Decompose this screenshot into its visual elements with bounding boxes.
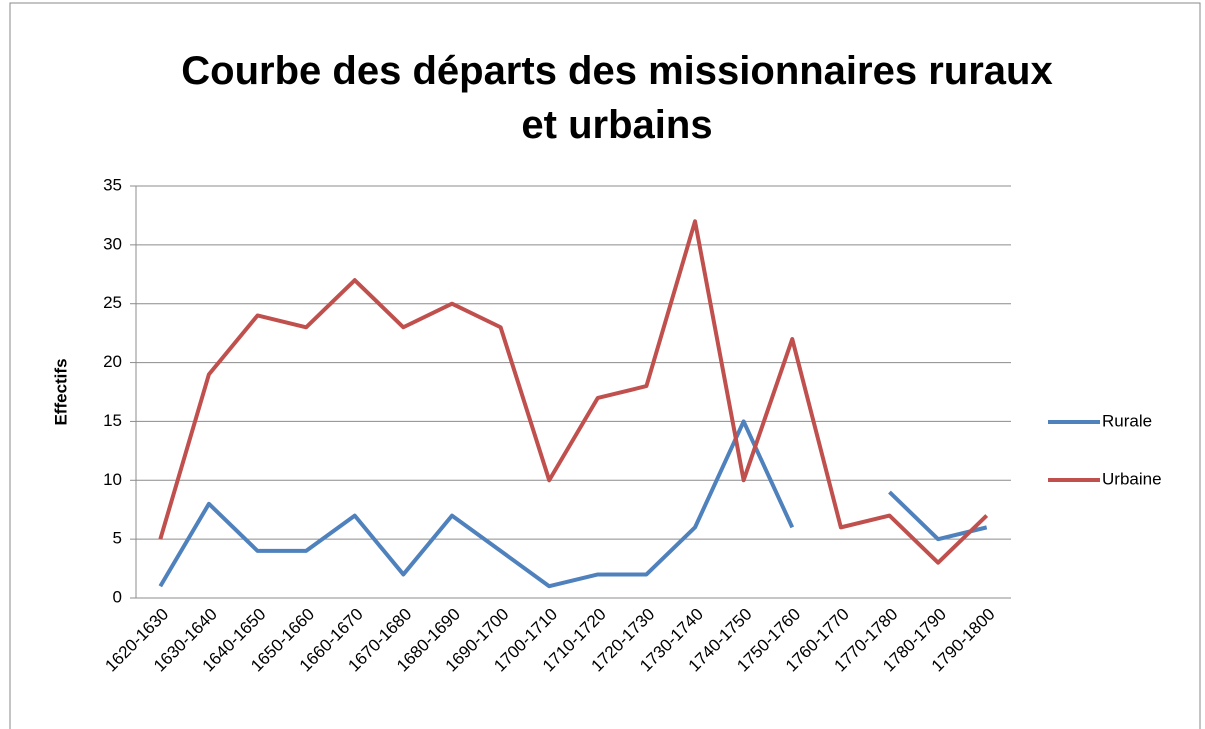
y-tick-label: 25 [103, 293, 122, 312]
y-tick-label: 35 [103, 175, 122, 194]
y-tick-label: 5 [113, 529, 122, 548]
y-tick-label: 15 [103, 411, 122, 430]
y-tick-label: 10 [103, 470, 122, 489]
y-tick-label: 20 [103, 352, 122, 371]
chart-border [9, 2, 1201, 729]
y-tick-label: 0 [113, 587, 122, 606]
y-axis-label: Effectifs [51, 358, 70, 425]
legend-label: Rurale [1102, 411, 1152, 430]
y-tick-label: 30 [103, 234, 122, 253]
series-line [158, 419, 988, 589]
series-line [158, 219, 989, 565]
legend-label: Urbaine [1102, 469, 1162, 488]
chart-title: Courbe des départs des missionnaires rur… [181, 49, 1053, 147]
